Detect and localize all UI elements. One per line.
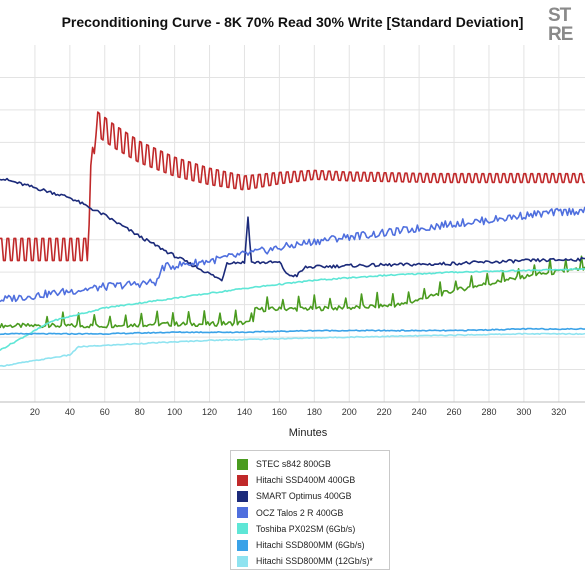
series-line xyxy=(0,111,585,262)
series-line xyxy=(0,332,585,367)
legend-swatch xyxy=(237,523,248,535)
legend-swatch xyxy=(237,458,248,470)
legend-swatch xyxy=(237,490,248,502)
legend-label: SMART Optimus 400GB xyxy=(256,491,352,502)
chart-legend: STEC s842 800GB Hitachi SSD400M 400GB SMAR… xyxy=(230,450,390,570)
series-line xyxy=(0,327,585,336)
legend-label: OCZ Talos 2 R 400GB xyxy=(256,507,344,518)
x-tick-label: 240 xyxy=(412,407,427,417)
x-axis-label: Minutes xyxy=(289,427,328,439)
storagereview-logo: ST RE xyxy=(548,5,573,45)
legend-label: Hitachi SSD400M 400GB xyxy=(256,475,356,486)
series-line xyxy=(0,177,585,282)
series-line xyxy=(0,206,585,303)
series-line xyxy=(0,267,585,351)
legend-swatch xyxy=(237,539,248,551)
x-tick-label: 220 xyxy=(377,407,392,417)
legend-label: Toshiba PX02SM (6Gb/s) xyxy=(256,523,356,534)
x-tick-label: 40 xyxy=(65,407,75,417)
x-tick-label: 60 xyxy=(100,407,110,417)
x-tick-label: 80 xyxy=(135,407,145,417)
x-tick-label: 140 xyxy=(237,407,252,417)
legend-item: Hitachi SSD400M 400GB xyxy=(237,472,383,488)
legend-label: Hitachi SSD800MM (12Gb/s)* xyxy=(256,556,373,567)
x-tick-label: 300 xyxy=(516,407,531,417)
x-tick-label: 320 xyxy=(551,407,566,417)
legend-swatch xyxy=(237,555,248,567)
legend-swatch xyxy=(237,474,248,486)
x-tick-label: 200 xyxy=(342,407,357,417)
legend-item: Hitachi SSD800MM (6Gb/s) xyxy=(237,537,383,553)
legend-swatch xyxy=(237,507,248,519)
legend-item: STEC s842 800GB xyxy=(237,456,383,472)
legend-item: Toshiba PX02SM (6Gb/s) xyxy=(237,521,383,537)
x-tick-label: 20 xyxy=(30,407,40,417)
series-line xyxy=(0,255,585,329)
legend-label: Hitachi SSD800MM (6Gb/s) xyxy=(256,540,365,551)
legend-item: SMART Optimus 400GB xyxy=(237,488,383,504)
chart-title: Preconditioning Curve - 8K 70% Read 30% … xyxy=(61,14,524,30)
x-tick-label: 280 xyxy=(481,407,496,417)
x-tick-label: 100 xyxy=(167,407,182,417)
x-tick-label: 120 xyxy=(202,407,217,417)
x-tick-label: 180 xyxy=(307,407,322,417)
x-tick-label: 160 xyxy=(272,407,287,417)
legend-item: Hitachi SSD800MM (12Gb/s)* xyxy=(237,553,383,569)
x-tick-label: 260 xyxy=(447,407,462,417)
legend-item: OCZ Talos 2 R 400GB xyxy=(237,505,383,521)
legend-label: STEC s842 800GB xyxy=(256,459,331,470)
